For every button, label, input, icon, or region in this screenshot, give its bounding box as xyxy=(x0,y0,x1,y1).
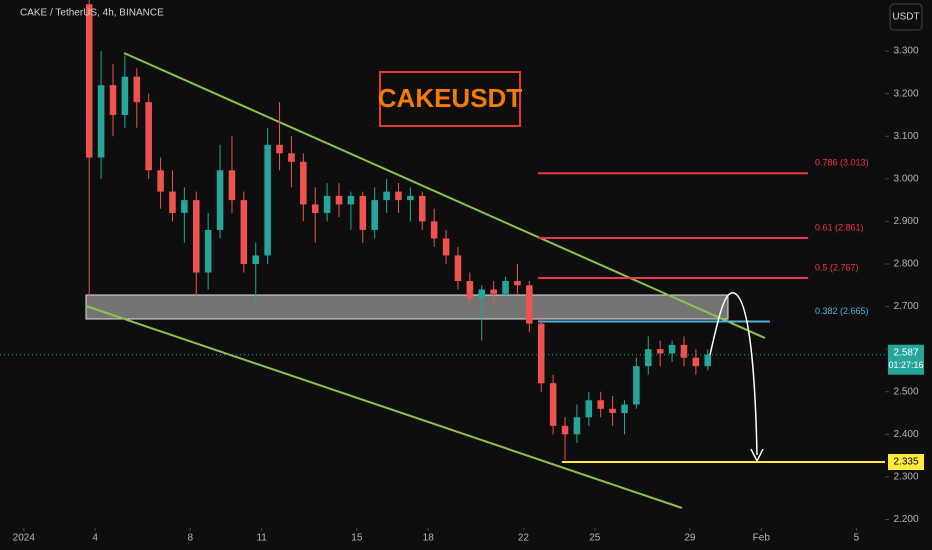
last-price-tag xyxy=(888,344,924,375)
banner-box xyxy=(379,71,521,127)
y-tick-label: 2.900 xyxy=(893,216,918,227)
candle-body xyxy=(668,344,676,354)
fib-label: 0.5 (2.767) xyxy=(815,262,859,272)
channel-upper xyxy=(123,52,766,339)
candle-body xyxy=(609,408,616,414)
x-tick-label: 25 xyxy=(589,533,601,544)
candle-body xyxy=(145,102,152,171)
chart-title: CAKE / TetherUS, 4h, BINANCE xyxy=(20,8,164,19)
x-tick-label: 29 xyxy=(684,533,696,544)
candle-body xyxy=(169,191,176,213)
y-tick-label: 3.200 xyxy=(893,88,918,99)
candle-body xyxy=(621,404,628,414)
x-tick-label: 2024 xyxy=(13,533,36,544)
fib-label: 0.61 (2.861) xyxy=(815,222,864,232)
candle-body xyxy=(549,383,557,426)
candle-body xyxy=(371,200,378,230)
candle-body xyxy=(383,191,390,201)
candle-body xyxy=(133,76,141,103)
x-tick-label: 5 xyxy=(854,533,860,544)
candle-body xyxy=(276,144,283,154)
x-tick-label: 18 xyxy=(423,533,435,544)
candle-body xyxy=(526,285,533,324)
candle-body xyxy=(537,323,545,384)
target-tag xyxy=(888,454,924,470)
candle-body xyxy=(490,289,497,294)
candle-body xyxy=(121,76,129,115)
candle-body xyxy=(109,85,117,115)
candle-body xyxy=(430,221,438,239)
countdown: 01:27:16 xyxy=(888,360,923,370)
candle-body xyxy=(597,400,604,409)
x-tick-label: 15 xyxy=(351,533,363,544)
candle-body xyxy=(478,289,486,299)
y-tick-label: 2.200 xyxy=(893,514,918,525)
y-tick-label: 2.400 xyxy=(893,429,918,440)
candle-body xyxy=(323,195,331,213)
candle-body xyxy=(181,200,188,213)
x-tick-label: 4 xyxy=(92,533,98,544)
candle-body xyxy=(692,357,700,367)
y-tick-label: 3.100 xyxy=(893,131,918,142)
arrow-head xyxy=(750,448,764,463)
x-tick-label: Feb xyxy=(753,533,771,544)
projection-arrow xyxy=(709,292,758,456)
x-tick-label: 8 xyxy=(188,533,194,544)
candle-body xyxy=(585,400,593,418)
candle-body xyxy=(645,349,652,367)
currency-button-label[interactable]: USDT xyxy=(892,12,919,23)
candle-body xyxy=(97,85,105,158)
y-tick-label: 2.300 xyxy=(893,472,918,483)
candle-body xyxy=(252,255,260,264)
y-tick-label: 3.300 xyxy=(893,46,918,57)
candle-body xyxy=(347,195,355,205)
candle-body xyxy=(573,417,581,435)
candle-body xyxy=(514,281,521,286)
support-zone xyxy=(85,294,729,320)
marks xyxy=(0,0,889,531)
candle-body xyxy=(419,195,426,222)
candle-body xyxy=(300,161,307,205)
candle-body xyxy=(204,229,212,273)
banner: CAKEUSDT xyxy=(378,83,523,113)
fib-label: 0.382 (2.665) xyxy=(815,306,869,316)
candle-body xyxy=(502,281,509,294)
candle-body xyxy=(407,195,414,201)
y-tick-label: 2.700 xyxy=(893,301,918,312)
candle-body xyxy=(157,170,164,192)
candle-body xyxy=(466,281,474,299)
fib-label: 0.786 (3.013) xyxy=(815,158,869,168)
currency-button[interactable] xyxy=(889,3,923,31)
last-price-label: 2.587 xyxy=(893,347,918,358)
candle-body xyxy=(442,238,450,256)
y-tick-label: 3.000 xyxy=(893,173,918,184)
candle-body xyxy=(359,195,367,230)
candle-body xyxy=(680,344,688,358)
candle-body xyxy=(288,153,295,162)
candle-body xyxy=(395,191,402,201)
candle-body xyxy=(192,200,200,273)
candle-body xyxy=(228,170,236,201)
candle-body xyxy=(633,366,640,405)
y-tick-label: 2.800 xyxy=(893,259,918,270)
candle-body xyxy=(561,425,569,435)
candle-body xyxy=(216,170,224,230)
x-tick-label: 11 xyxy=(256,533,267,544)
candle-body xyxy=(264,144,271,256)
y-tick-label: 2.500 xyxy=(893,386,918,397)
target-label: 2.335 xyxy=(893,457,918,468)
candle-body xyxy=(311,204,319,213)
candle-body xyxy=(704,354,712,367)
x-tick-label: 22 xyxy=(518,533,530,544)
channel-lower xyxy=(85,305,683,509)
candle-body xyxy=(335,195,343,205)
candle-body xyxy=(656,349,664,354)
candle-body xyxy=(240,200,248,264)
candle-body xyxy=(85,4,93,158)
candle-body xyxy=(454,255,462,282)
